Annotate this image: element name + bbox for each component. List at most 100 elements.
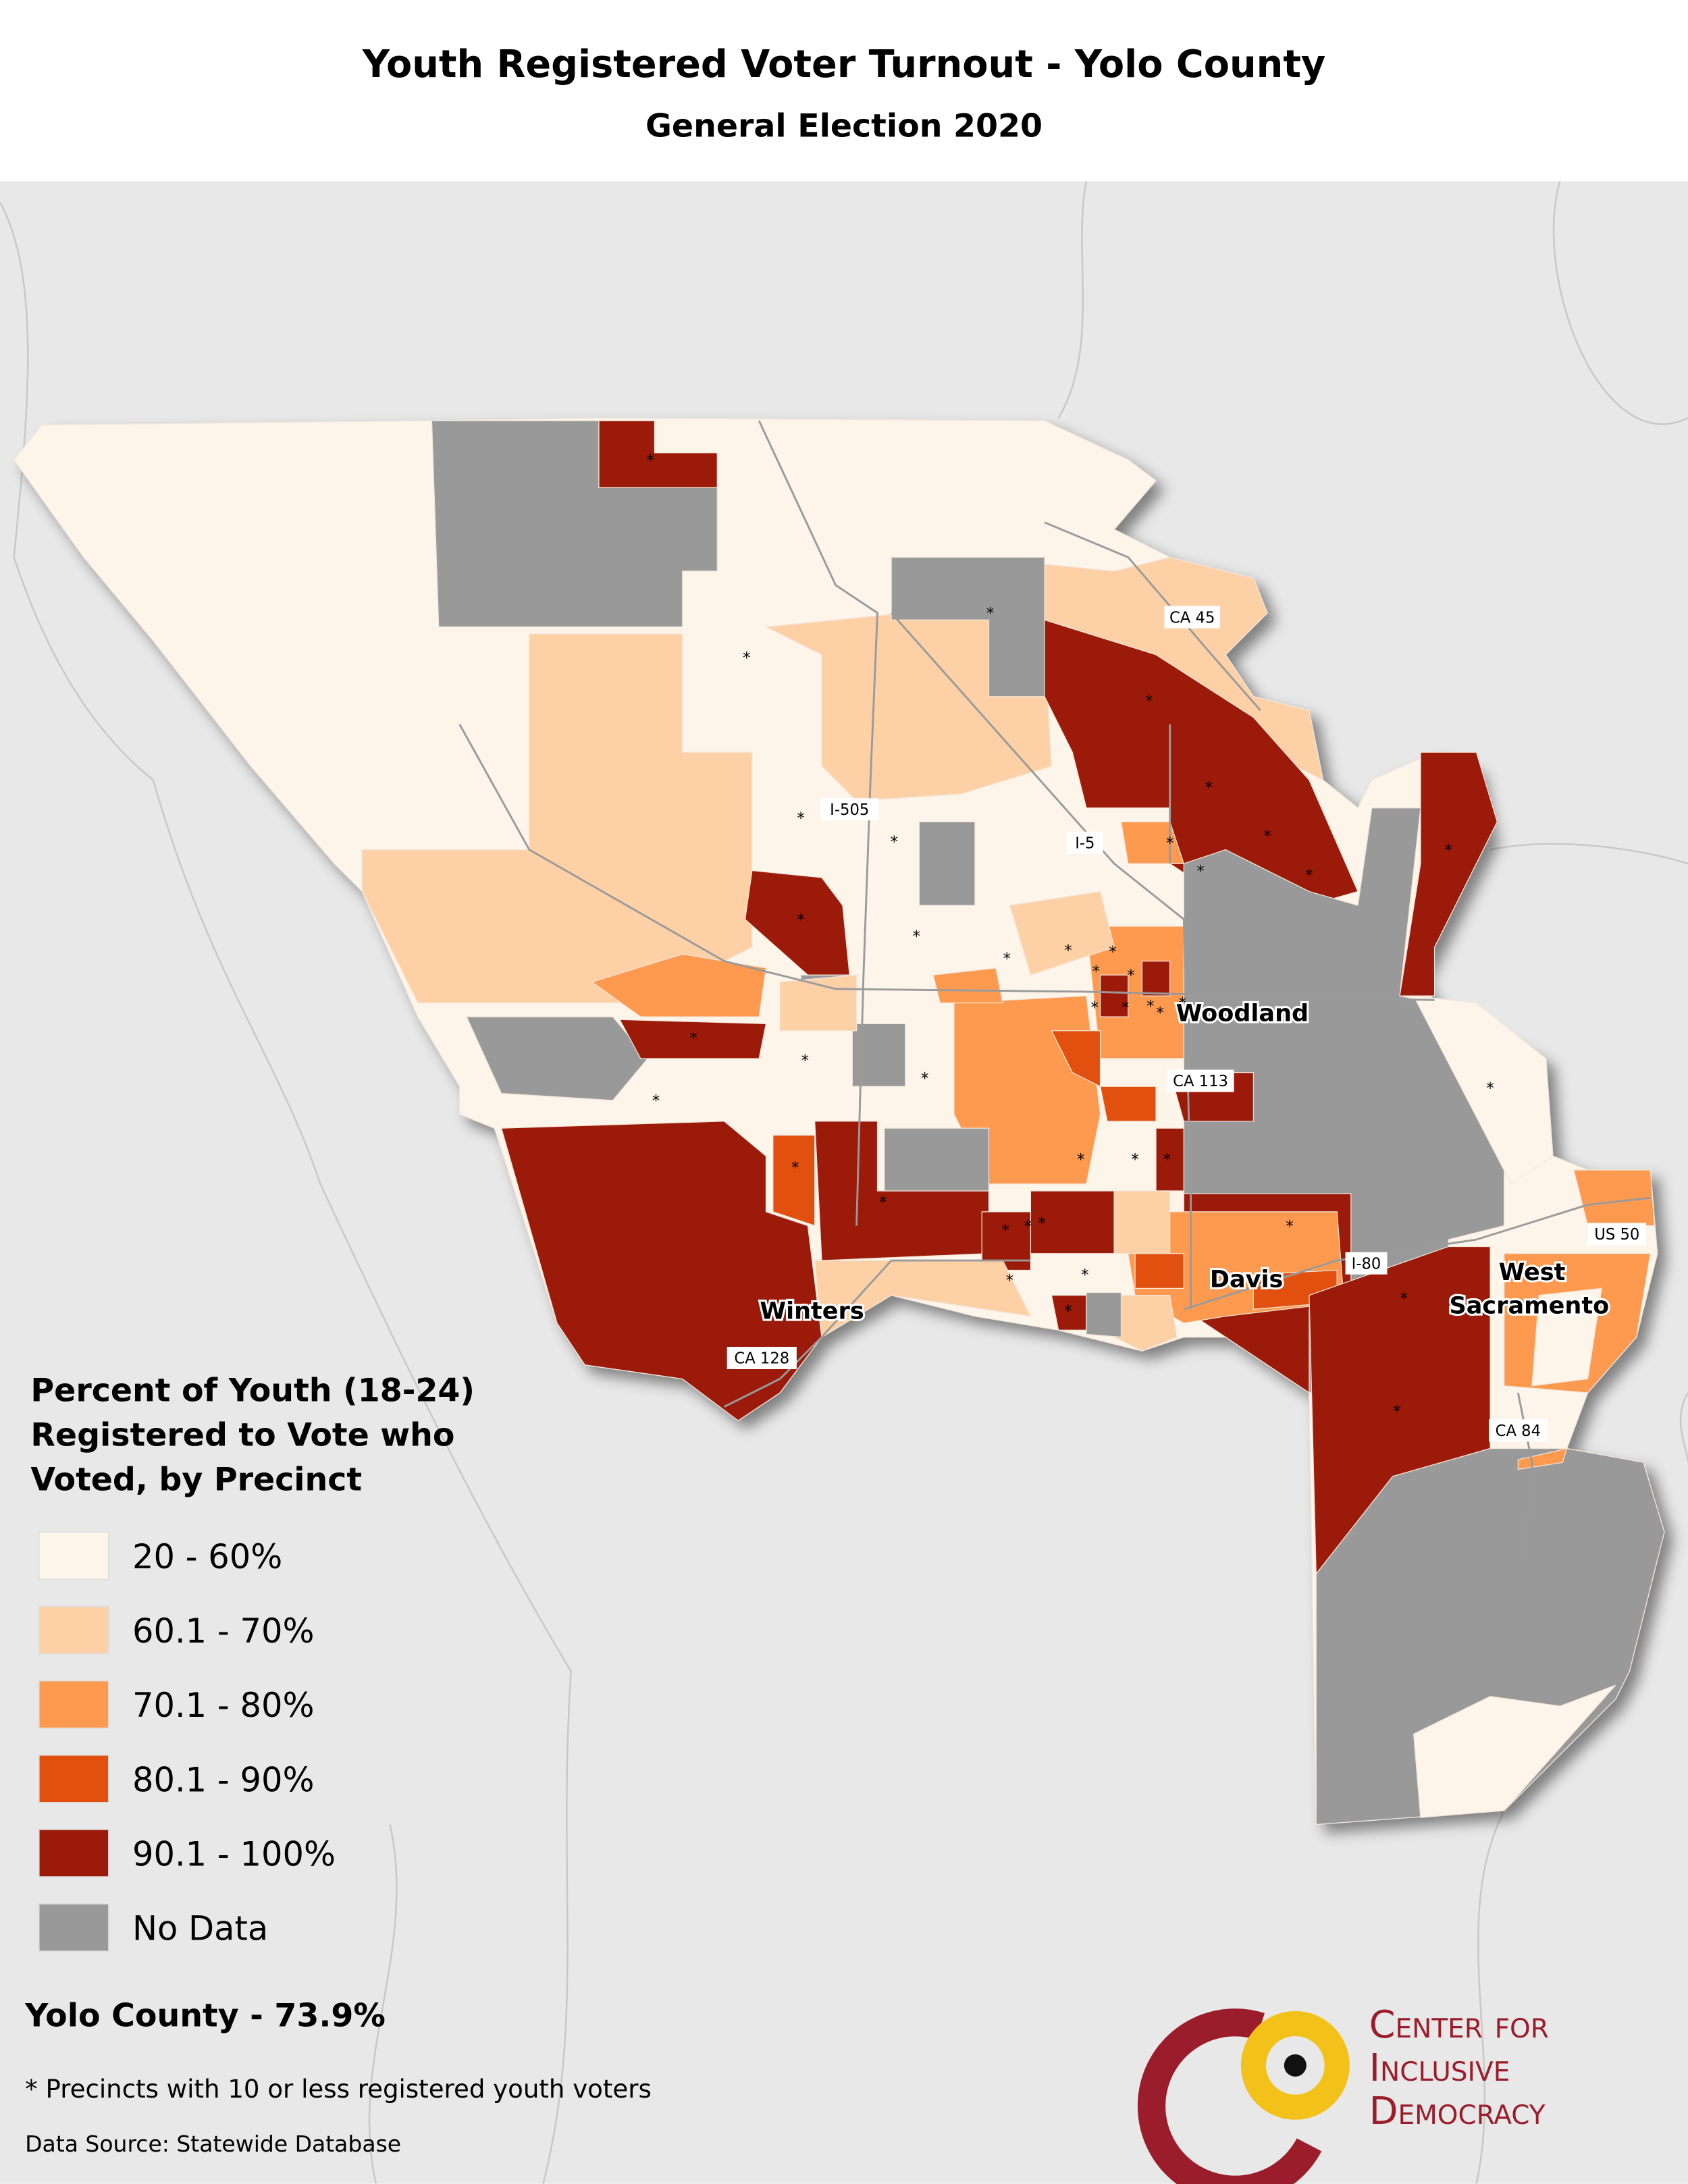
place-label: Winters [760, 1298, 864, 1325]
legend-label: 70.1 - 80% [132, 1686, 315, 1725]
logo-text: Democracy [1369, 2089, 1546, 2133]
place-label: Sacramento [1450, 1291, 1610, 1319]
precinct [1413, 995, 1554, 1185]
precinct [1120, 821, 1185, 864]
logo-text: Inclusive [1369, 2046, 1510, 2090]
precinct-marker: * [1263, 828, 1271, 845]
precinct-marker: * [1131, 1151, 1138, 1169]
legend: Percent of Youth (18-24) Registered to V… [30, 1372, 475, 1952]
precinct-marker: * [1091, 999, 1099, 1017]
logo: Center for Inclusive Democracy [1137, 2003, 1549, 2184]
precinct [1134, 1253, 1184, 1289]
footnote: * Precincts with 10 or less registered y… [25, 2075, 652, 2104]
precinct-marker: * [1393, 1403, 1400, 1420]
precinct-marker: * [1157, 1005, 1164, 1022]
precinct [1086, 1291, 1122, 1338]
road-label: CA 84 [1489, 1419, 1548, 1442]
legend-swatch [38, 1754, 109, 1803]
precinct [591, 953, 767, 1017]
logo-text: Center for [1369, 2003, 1549, 2047]
precinct-marker: * [1006, 1272, 1013, 1289]
precinct-marker: * [1109, 943, 1116, 961]
legend-label: 90.1 - 100% [132, 1835, 336, 1874]
legend-label: No Data [132, 1909, 268, 1948]
precinct-marker: * [1196, 863, 1204, 880]
county-summary: Yolo County - 73.9% [24, 1998, 386, 2035]
precinct-marker: * [801, 1052, 809, 1069]
precinct [918, 821, 976, 906]
place-labels: Woodland Davis Winters West Sacramento [758, 997, 1611, 1327]
precinct [1155, 1127, 1184, 1192]
road-label-text: CA 45 [1169, 609, 1215, 627]
precinct-marker: * [1205, 779, 1213, 797]
precinct [884, 1127, 990, 1192]
precinct [1113, 1190, 1171, 1254]
precinct-marker: * [1081, 1267, 1088, 1284]
precincts [361, 420, 1665, 1826]
precinct [779, 974, 858, 1032]
precinct [981, 1211, 1032, 1271]
precinct-marker: * [743, 649, 750, 667]
precinct [1517, 1447, 1568, 1470]
precinct-marker: * [652, 1092, 660, 1110]
precinct-marker: * [1179, 995, 1186, 1013]
precinct [932, 967, 1003, 1004]
precinct-marker: * [921, 1070, 928, 1088]
place-label: Davis [1210, 1265, 1283, 1293]
legend-swatch [38, 1903, 109, 1952]
precinct [891, 556, 1045, 697]
road-labels: CA 45 I-505 I-5 CA 113 I-80 US 50 CA 84 … [727, 606, 1647, 1442]
precinct-marker: * [690, 1030, 697, 1047]
precinct-marker: * [1092, 963, 1100, 980]
road-label-text: CA 113 [1173, 1073, 1228, 1090]
logo-dot [1284, 2054, 1307, 2077]
place-label: Woodland [1176, 999, 1309, 1027]
road-label-text: I-5 [1075, 835, 1094, 853]
precinct-marker: * [1163, 1151, 1171, 1169]
precinct-marker: * [797, 911, 804, 929]
precinct [500, 1121, 822, 1422]
data-source: Data Source: Statewide Database [25, 2131, 401, 2157]
precinct [851, 1023, 906, 1087]
subtitle: General Election 2020 [645, 107, 1043, 144]
place-label: West [1499, 1258, 1566, 1286]
road-label: I-5 [1067, 831, 1103, 854]
road-label-text: US 50 [1594, 1226, 1639, 1244]
precinct-marker: * [1024, 1218, 1032, 1235]
legend-title: Registered to Vote who [30, 1416, 454, 1454]
precinct-marker: * [1145, 693, 1153, 710]
title: Youth Registered Voter Turnout - Yolo Co… [362, 43, 1326, 86]
precinct [1413, 1684, 1616, 1818]
legend-label: 80.1 - 90% [132, 1760, 315, 1799]
county-boundaries [0, 181, 1688, 2184]
legend-swatch [38, 1605, 109, 1655]
precinct-marker: * [1002, 1222, 1009, 1240]
precinct-marker: * [1146, 998, 1154, 1015]
precinct [466, 1016, 648, 1101]
road-label-text: CA 128 [734, 1350, 789, 1368]
road-label: CA 113 [1167, 1069, 1234, 1092]
road-label: US 50 [1587, 1223, 1647, 1246]
precinct [1141, 960, 1171, 996]
precinct-marker: * [1286, 1218, 1293, 1235]
legend-title: Voted, by Precinct [30, 1461, 362, 1498]
road-label: CA 128 [727, 1346, 797, 1369]
precinct-marker: * [1305, 867, 1313, 884]
legend-title: Percent of Youth (18-24) [30, 1372, 475, 1409]
precinct-marker: * [1003, 951, 1011, 968]
precinct-marker: * [1064, 942, 1072, 959]
precinct-marker: * [1122, 999, 1129, 1017]
legend-swatch [38, 1531, 109, 1580]
precinct-marker: * [1038, 1215, 1045, 1233]
precinct-marker: * [1445, 842, 1452, 859]
precinct-marker: * [1077, 1151, 1084, 1169]
precinct [1009, 890, 1115, 976]
road-label-text: I-505 [830, 801, 869, 819]
precinct [1099, 974, 1129, 1017]
header-band [0, 0, 1688, 182]
legend-label: 60.1 - 70% [132, 1612, 315, 1651]
precinct-marker: * [1166, 835, 1173, 853]
precinct [598, 420, 718, 488]
legend-label: 20 - 60% [132, 1537, 282, 1576]
